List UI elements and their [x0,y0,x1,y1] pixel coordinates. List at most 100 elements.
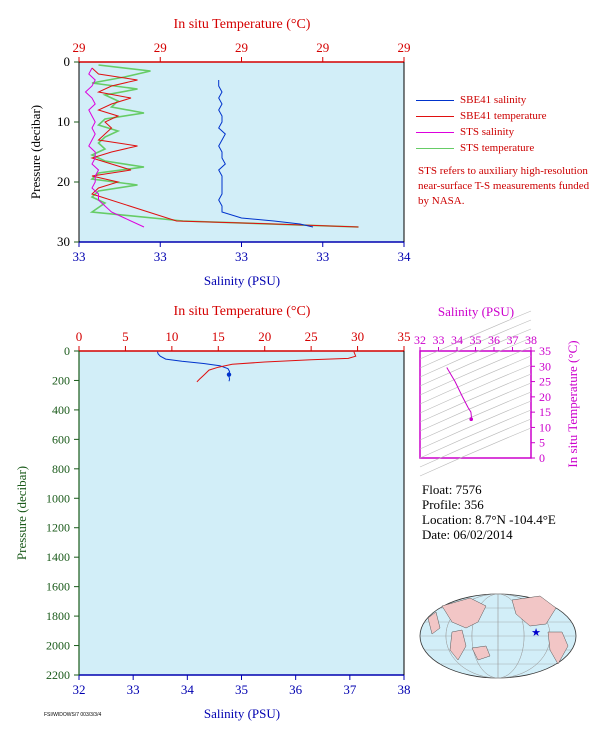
ts-series-marker [469,417,474,422]
pressure-tick-label: 2000 [46,639,70,653]
legend: SBE41 salinity SBE41 temperature STS sal… [416,92,546,156]
ts-temperature-tick-label: 0 [539,451,545,465]
pressure-tick-label: 1000 [46,491,70,505]
salinity-axis-title: Salinity (PSU) [204,706,280,721]
density-contour [419,418,532,468]
density-contour [419,310,532,360]
legend-item: STS temperature [416,140,546,156]
density-contour [419,328,532,378]
temperature-tick-label: 29 [235,40,248,55]
salinity-tick-label: 32 [73,682,86,697]
temperature-tick-label: 20 [258,329,271,344]
pressure-tick-label: 800 [52,462,70,476]
pressure-tick-label: 2200 [46,668,70,682]
small-print: FSI/WIDOWS/7 003/3/3/4 [44,712,102,718]
temperature-tick-label: 25 [305,329,318,344]
legend-swatch [416,99,454,101]
ts-salinity-tick-label: 38 [525,333,537,347]
ts-series-line [446,367,472,420]
ts-temperature-tick-label: 20 [539,390,551,404]
map-land-south-america [547,631,569,665]
legend-label: SBE41 salinity [460,94,527,106]
density-contour [419,364,532,414]
salinity-axis-title: Salinity (PSU) [204,273,280,288]
map-land-europe [427,611,441,635]
ts-salinity-tick-label: 35 [470,333,482,347]
ts-temperature-tick-label: 5 [539,436,545,450]
series-line [196,351,357,383]
ts-salinity-tick-label: 36 [488,333,500,347]
salinity-tick-label: 37 [343,682,357,697]
pressure-tick-label: 400 [52,403,70,417]
ts-salinity-tick-label: 37 [507,333,519,347]
density-contour [419,391,532,441]
pressure-axis-title: Pressure (decibar) [14,466,29,560]
salinity-tick-label: 33 [127,682,140,697]
salinity-tick-label: 34 [398,249,412,264]
density-contour [419,373,532,423]
map-land-africa [449,629,467,661]
pressure-axis-title: Pressure (decibar) [28,105,43,199]
ts-salinity-tick-label: 34 [451,333,463,347]
location: Location: 8.7°N -104.4°E [422,512,556,527]
temperature-tick-label: 0 [76,329,83,344]
salinity-tick-label: 35 [235,682,248,697]
pressure-tick-label: 20 [57,174,70,189]
salinity-tick-label: 33 [73,249,86,264]
density-contour [419,382,532,432]
series-marker [226,372,232,377]
legend-label: STS temperature [460,142,535,154]
map-land-asia [441,597,487,629]
legend-item: STS salinity [416,124,546,140]
sts-note: STS refers to auxiliary high-resolution … [418,165,590,207]
legend-item: SBE41 temperature [416,108,546,124]
date: Date: 06/02/2014 [422,527,513,542]
pressure-tick-label: 1800 [46,609,70,623]
legend-label: STS salinity [460,126,515,138]
density-contour [419,355,532,405]
salinity-tick-label: 33 [154,249,167,264]
temperature-tick-label: 35 [398,329,411,344]
pressure-tick-label: 200 [52,373,70,387]
temperature-axis-title: In situ Temperature (°C) [174,304,311,319]
pressure-tick-label: 10 [57,114,70,129]
series-line [90,67,359,228]
temperature-tick-label: 30 [351,329,364,344]
ts-salinity-title: Salinity (PSU) [438,304,514,319]
legend-swatch [416,115,454,117]
temperature-tick-label: 29 [398,40,411,55]
legend-swatch [416,131,454,133]
density-contour [419,337,532,387]
temperature-axis-title: In situ Temperature (°C) [174,17,311,32]
ts-temperature-title: In situ Temperature (°C) [565,340,580,467]
salinity-tick-label: 34 [181,682,195,697]
series-line [218,80,314,228]
legend-label: SBE41 temperature [460,110,547,122]
temperature-tick-label: 29 [316,40,329,55]
series-line [84,67,145,228]
ts-temperature-tick-label: 15 [539,405,551,419]
pressure-tick-label: 0 [64,54,71,69]
density-contour [419,400,532,450]
salinity-tick-label: 33 [316,249,329,264]
ts-temperature-tick-label: 30 [539,359,551,373]
ts-plot-area [419,350,532,459]
density-contour [419,346,532,396]
legend-item: SBE41 salinity [416,92,546,108]
map-land-australia [471,645,491,661]
legend-swatch [416,147,454,149]
salinity-tick-label: 36 [289,682,303,697]
salinity-tick-label: 38 [398,682,411,697]
temperature-tick-label: 10 [165,329,178,344]
map-land-north-america [511,595,557,627]
plot-area-top [79,62,404,242]
temperature-tick-label: 29 [73,40,86,55]
float-location-marker: ★ [531,627,541,639]
density-contour [419,319,532,369]
pressure-tick-label: 30 [57,234,70,249]
pressure-tick-label: 600 [52,432,70,446]
plot-area-bottom [79,351,404,675]
temperature-tick-label: 5 [122,329,129,344]
ts-temperature-tick-label: 25 [539,375,551,389]
